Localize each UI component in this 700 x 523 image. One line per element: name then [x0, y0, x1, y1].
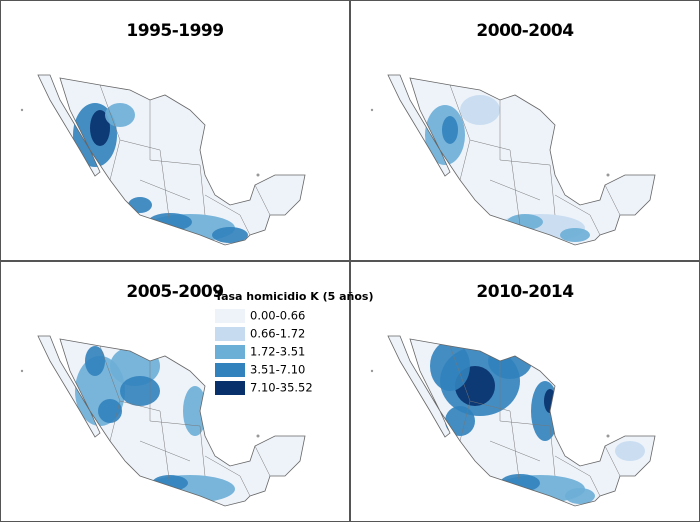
panel-border [0, 0, 350, 261]
region-shading [120, 376, 160, 406]
legend-swatch [215, 363, 245, 377]
state-lines [99, 345, 271, 497]
island [256, 173, 260, 177]
island [20, 108, 24, 112]
legend-swatch [215, 327, 245, 341]
island [606, 173, 610, 177]
legend-label: 7.10-35.52 [250, 381, 313, 395]
region-shading [128, 197, 152, 213]
region-shading [500, 474, 540, 492]
island [20, 369, 24, 373]
region-shading [507, 214, 543, 230]
region-shading [531, 381, 559, 441]
legend-label: 1.72-3.51 [250, 345, 305, 359]
region-shading [488, 343, 532, 379]
region-shading [98, 399, 122, 423]
map-panel: 2000-2004 [350, 0, 700, 261]
panel-title: 2010-2014 [476, 282, 574, 302]
legend-label: 3.51-7.10 [250, 363, 305, 377]
island [370, 369, 374, 373]
region-shading [442, 116, 458, 144]
legend: Tasa homicidio K (5 años) 0.00-0.66 0.66-1… [215, 290, 374, 395]
legend-swatch [215, 345, 245, 359]
region-shading [445, 406, 475, 436]
state-lines [449, 345, 621, 497]
region-shading [212, 227, 248, 243]
map-panel: 1995-1999 [0, 0, 350, 261]
legend-label: 0.00-0.66 [250, 309, 305, 323]
map-panel: 2010-2014 [350, 261, 700, 522]
panel-title: 1995-1999 [126, 21, 223, 41]
region-shading [152, 475, 188, 491]
state-lines [449, 84, 621, 236]
region-shading [430, 341, 470, 391]
panel-border [0, 261, 350, 522]
island [370, 108, 374, 112]
island [606, 434, 610, 438]
legend-swatch [215, 309, 245, 323]
panel-title: 2005-2009 [126, 282, 223, 302]
region-shading [183, 386, 207, 436]
panel-title: 2000-2004 [476, 21, 574, 41]
region-shading [85, 346, 105, 376]
legend-label: 0.66-1.72 [250, 327, 305, 341]
state-lines [99, 84, 271, 236]
region-shading [105, 103, 135, 127]
region-shading [460, 95, 500, 125]
island [256, 434, 260, 438]
region-shading [615, 441, 645, 461]
region-shading [565, 488, 595, 504]
region-shading [148, 213, 192, 231]
region-shading [90, 110, 110, 146]
legend-swatch [215, 381, 245, 395]
region-shading [560, 228, 590, 242]
legend-title: Tasa homicidio K (5 años) [215, 290, 374, 303]
